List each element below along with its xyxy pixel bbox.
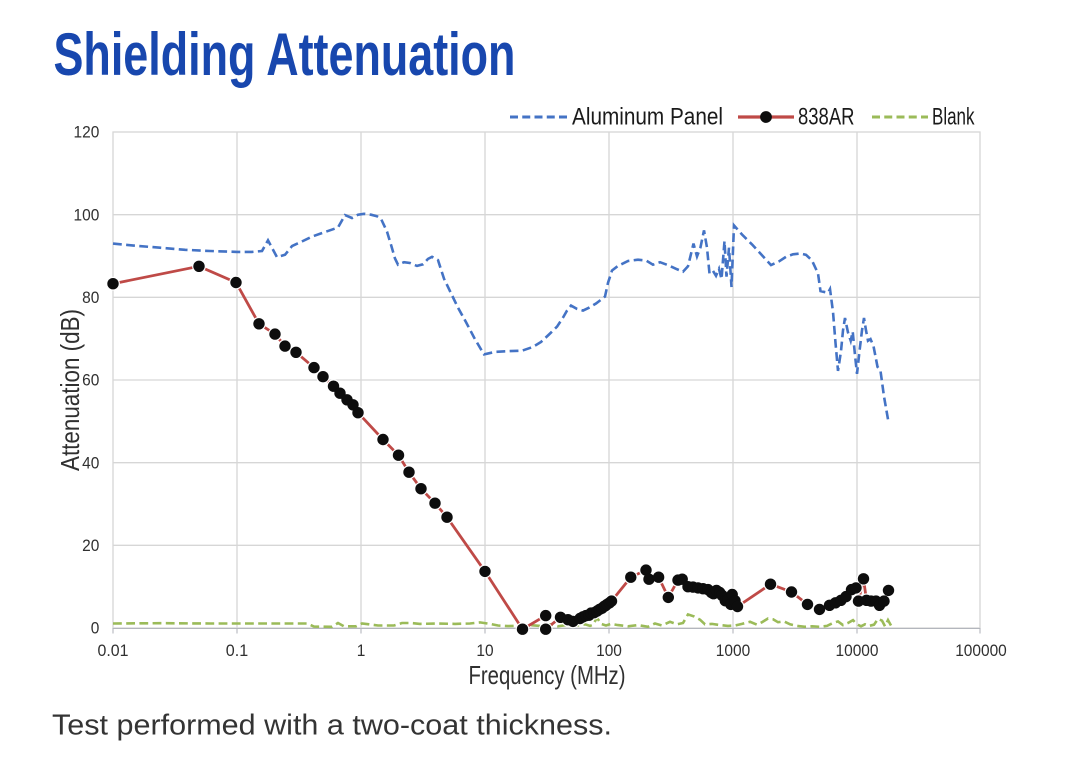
svg-text:Test performed with a two-coat: Test performed with a two-coat thickness… [52, 710, 612, 742]
svg-text:0.1: 0.1 [226, 641, 248, 660]
svg-text:100000: 100000 [955, 641, 1007, 660]
svg-text:Frequency (MHz): Frequency (MHz) [469, 660, 626, 690]
svg-text:Aluminum Panel: Aluminum Panel [572, 104, 723, 130]
svg-text:Shielding Attenuation: Shielding Attenuation [54, 22, 516, 89]
svg-text:100: 100 [74, 205, 100, 224]
svg-text:1: 1 [357, 641, 366, 660]
svg-text:10: 10 [476, 641, 493, 660]
svg-text:10000: 10000 [836, 641, 879, 660]
svg-text:80: 80 [82, 288, 99, 307]
svg-text:20: 20 [82, 536, 99, 555]
svg-text:838AR: 838AR [798, 104, 855, 130]
svg-text:1000: 1000 [716, 641, 750, 660]
svg-text:0.01: 0.01 [98, 641, 129, 660]
svg-text:0: 0 [91, 619, 100, 638]
svg-text:120: 120 [74, 123, 100, 142]
svg-text:Blank: Blank [932, 104, 975, 130]
svg-text:100: 100 [596, 641, 622, 660]
svg-text:60: 60 [82, 371, 99, 390]
svg-text:40: 40 [82, 453, 99, 472]
svg-text:Attenuation (dB): Attenuation (dB) [55, 309, 85, 471]
